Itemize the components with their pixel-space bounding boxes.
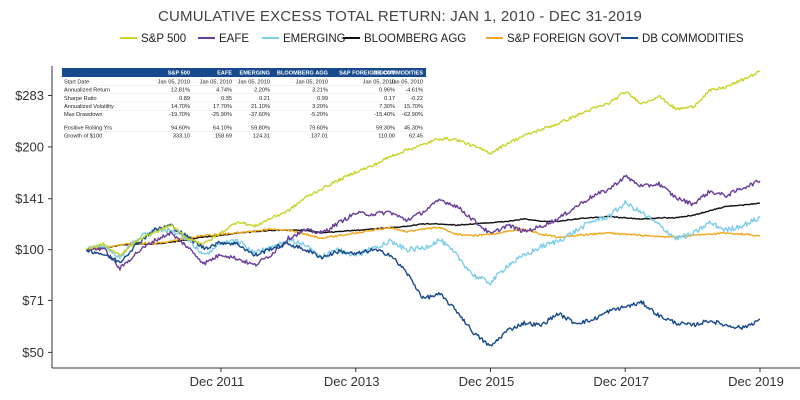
stats-cell: 79.60%: [309, 125, 328, 131]
stats-cell: 0.17: [384, 96, 395, 102]
stats-cell: 2.20%: [254, 88, 270, 94]
legend-label: S&P FOREIGN GOVT: [507, 33, 621, 45]
series-line-s-p-500: [85, 70, 761, 257]
stats-cell: 0.89: [179, 96, 190, 102]
series-line-emerging: [86, 199, 761, 286]
stats-table: S&P 500 EAFE EMERGING BLOOMBERG AGG S&P FORE…: [62, 68, 426, 143]
stats-row-label: Start Date: [64, 79, 89, 85]
stats-row-label: Sharpe Ratio: [64, 96, 97, 102]
stats-cell: 3.21%: [312, 88, 328, 94]
stats-cell: -15.40%: [374, 112, 395, 118]
stats-cell: -62.90%: [402, 112, 423, 118]
stats-cell: -5.20%: [310, 112, 328, 118]
legend-label: S&P 500: [141, 33, 186, 45]
series-line-eafe: [85, 174, 761, 271]
axes: $283 $200 $141 $100 $71 $50 Dec 2011 Dec 2013 De…: [15, 66, 800, 389]
stats-cell: 0.21: [259, 96, 270, 102]
stats-cell: Jan 05, 2010: [296, 79, 328, 85]
series-line-s-p-foreign-govt: [85, 226, 761, 251]
x-tick-label: Dec 2013: [324, 374, 380, 389]
legend-label: DB COMMODITIES: [642, 33, 744, 45]
stats-cell: 0.99: [317, 96, 328, 102]
legend-label: EAFE: [219, 33, 249, 45]
x-tick-label: Dec 2015: [459, 374, 515, 389]
stats-cell: 7.30%: [379, 104, 395, 110]
stats-cell: 21.10%: [251, 104, 270, 110]
stats-cell: 15.70%: [404, 104, 423, 110]
stats-row-label: Positive Rolling Yrs: [64, 125, 112, 131]
stats-cell: 4.74%: [216, 88, 232, 94]
stats-cell: 17.70%: [213, 104, 232, 110]
stats-cell: 124.31: [253, 134, 270, 140]
stats-row-label: Annualized Return: [64, 88, 110, 94]
stats-cell: 59.30%: [376, 125, 395, 131]
stats-cell: 64.10%: [213, 125, 232, 131]
legend-label: BLOOMBERG AGG: [364, 33, 466, 45]
stats-cell: -37.60%: [249, 112, 270, 118]
y-tick-label: $50: [22, 345, 44, 360]
stats-table-bg: [62, 68, 426, 143]
stats-cell: Jan 05, 2010: [238, 79, 270, 85]
stats-cell: 137.01: [311, 134, 328, 140]
stats-cell: 59.80%: [251, 125, 270, 131]
stats-cell: 94.60%: [171, 125, 190, 131]
stats-cell: Jan 05, 2010: [200, 79, 232, 85]
stats-cell: Jan 05, 2010: [363, 79, 395, 85]
stats-table-header: DB COMMODITIES: [373, 71, 423, 77]
series-line-bloomberg-agg: [86, 202, 761, 251]
x-tick-label: Dec 2017: [593, 374, 649, 389]
stats-table-header-bg: [62, 68, 426, 77]
legend-label: EMERGING: [283, 33, 346, 45]
y-tick-label: $141: [15, 191, 44, 206]
stats-table-header: EAFE: [217, 71, 232, 77]
x-tick-label: Dec 2019: [728, 374, 784, 389]
stats-cell: 45.30%: [404, 125, 423, 131]
stats-cell: 3.20%: [312, 104, 328, 110]
chart-title: CUMULATIVE EXCESS TOTAL RETURN: JAN 1, 2…: [158, 8, 642, 25]
stats-cell: 62.45: [409, 134, 423, 140]
stats-cell: 0.96%: [379, 88, 395, 94]
stats-cell: Jan 05, 2010: [158, 79, 190, 85]
stats-cell: -19.70%: [169, 112, 190, 118]
y-tick-label: $71: [22, 293, 44, 308]
y-tick-label: $200: [15, 139, 44, 154]
y-tick-label: $283: [15, 88, 44, 103]
stats-table-header: BLOOMBERG AGG: [277, 71, 328, 77]
stats-cell: 14.70%: [171, 104, 190, 110]
stats-cell: 110.00: [378, 134, 395, 140]
stats-row-label: Growth of $100: [64, 134, 102, 140]
stats-row-label: Annualized Volatility: [64, 104, 114, 110]
stats-cell: -25.90%: [211, 112, 232, 118]
stats-cell: 0.35: [221, 96, 232, 102]
stats-cell: 158.69: [215, 134, 232, 140]
stats-cell: -0.22: [410, 96, 423, 102]
stats-table-header: S&P FOREIGN GOVT: [339, 71, 395, 77]
stats-row-label: Max Drawdown: [64, 112, 103, 118]
stats-table-header: S&P 500: [168, 71, 190, 77]
stats-cell: Jan 05, 2010: [391, 79, 423, 85]
plot-area: [85, 70, 761, 347]
stats-cell: -4.61%: [405, 88, 423, 94]
legend: S&P 500 EAFE EMERGING BLOOMBERG AGG S&P FORE…: [120, 33, 744, 45]
y-tick-label: $100: [15, 242, 44, 257]
series-line-db-commodities: [85, 223, 760, 347]
x-tick-label: Dec 2011: [190, 374, 245, 389]
stats-cell: 333.10: [173, 134, 190, 140]
stats-table-header: EMERGING: [240, 71, 270, 77]
stats-cell: 12.81%: [171, 88, 190, 94]
